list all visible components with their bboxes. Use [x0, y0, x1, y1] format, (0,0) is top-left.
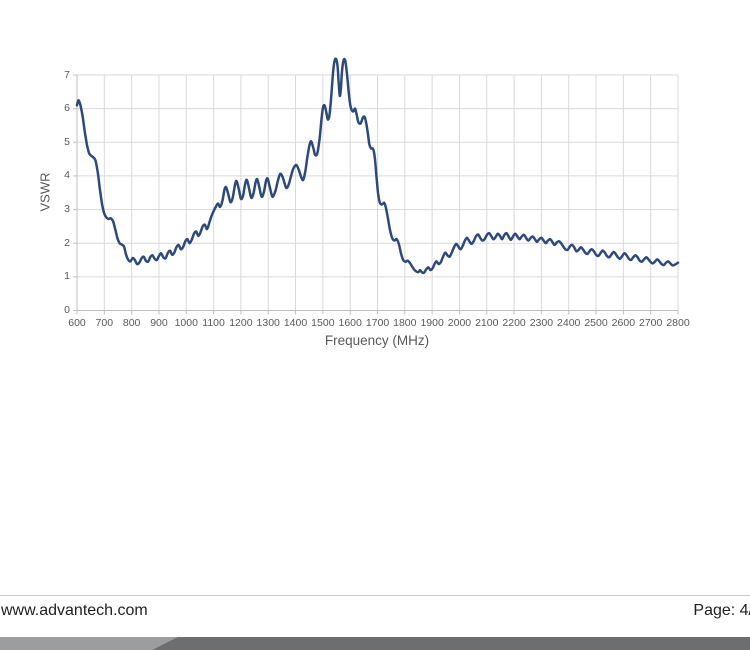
x-tick-label: 1300	[256, 317, 280, 329]
x-tick-label: 2400	[557, 317, 581, 329]
footer-divider	[0, 595, 750, 596]
y-tick-label: 0	[64, 304, 70, 316]
x-axis-title: Frequency (MHz)	[324, 333, 430, 348]
x-axis-tick-labels: 600 700 800 900 1000 1100 1200 1300 1400 1500 1600…	[0, 317, 750, 331]
x-tick-label: 1600	[338, 317, 362, 329]
plot-area	[73, 57, 680, 315]
y-tick-label: 2	[64, 236, 70, 249]
x-tick-label: 2600	[611, 317, 636, 329]
y-tick-label: 5	[64, 135, 70, 148]
y-tick-label: 7	[64, 68, 70, 81]
x-tick-label: 1400	[283, 317, 308, 329]
y-axis-tick-labels: 0 1 2 3 4 5 6 7	[0, 0, 80, 340]
footer-page-number: Page: 4/	[693, 602, 750, 619]
x-tick-label: 2200	[502, 317, 526, 329]
x-tick-label: 1800	[393, 317, 417, 329]
x-tick-label: 2800	[666, 317, 690, 329]
x-tick-label: 1000	[174, 317, 198, 329]
y-tick-label: 4	[64, 169, 70, 182]
x-tick-label: 2500	[584, 317, 608, 329]
footer-bar-dark-segment	[152, 637, 750, 650]
y-tick-label: 6	[64, 102, 70, 115]
x-tick-label: 1200	[229, 317, 253, 329]
x-tick-label: 1700	[365, 317, 390, 329]
vswr-series-line	[75, 57, 680, 275]
x-tick-label: 700	[95, 317, 114, 329]
x-tick-label: 600	[68, 317, 86, 329]
x-tick-label: 2100	[475, 317, 499, 329]
x-tick-label: 1100	[202, 317, 225, 329]
x-tick-label: 800	[122, 317, 141, 329]
y-tick-label: 1	[64, 270, 70, 283]
x-tick-label: 1500	[311, 317, 335, 329]
x-tick-label: 2000	[447, 317, 472, 329]
x-tick-label: 2700	[638, 317, 663, 329]
footer-bar	[0, 637, 750, 650]
footer-website: www.advantech.com	[1, 602, 148, 619]
y-tick-label: 3	[64, 203, 70, 216]
x-tick-label: 2300	[529, 317, 554, 329]
x-tick-label: 900	[150, 317, 168, 329]
x-tick-label: 1900	[420, 317, 444, 329]
